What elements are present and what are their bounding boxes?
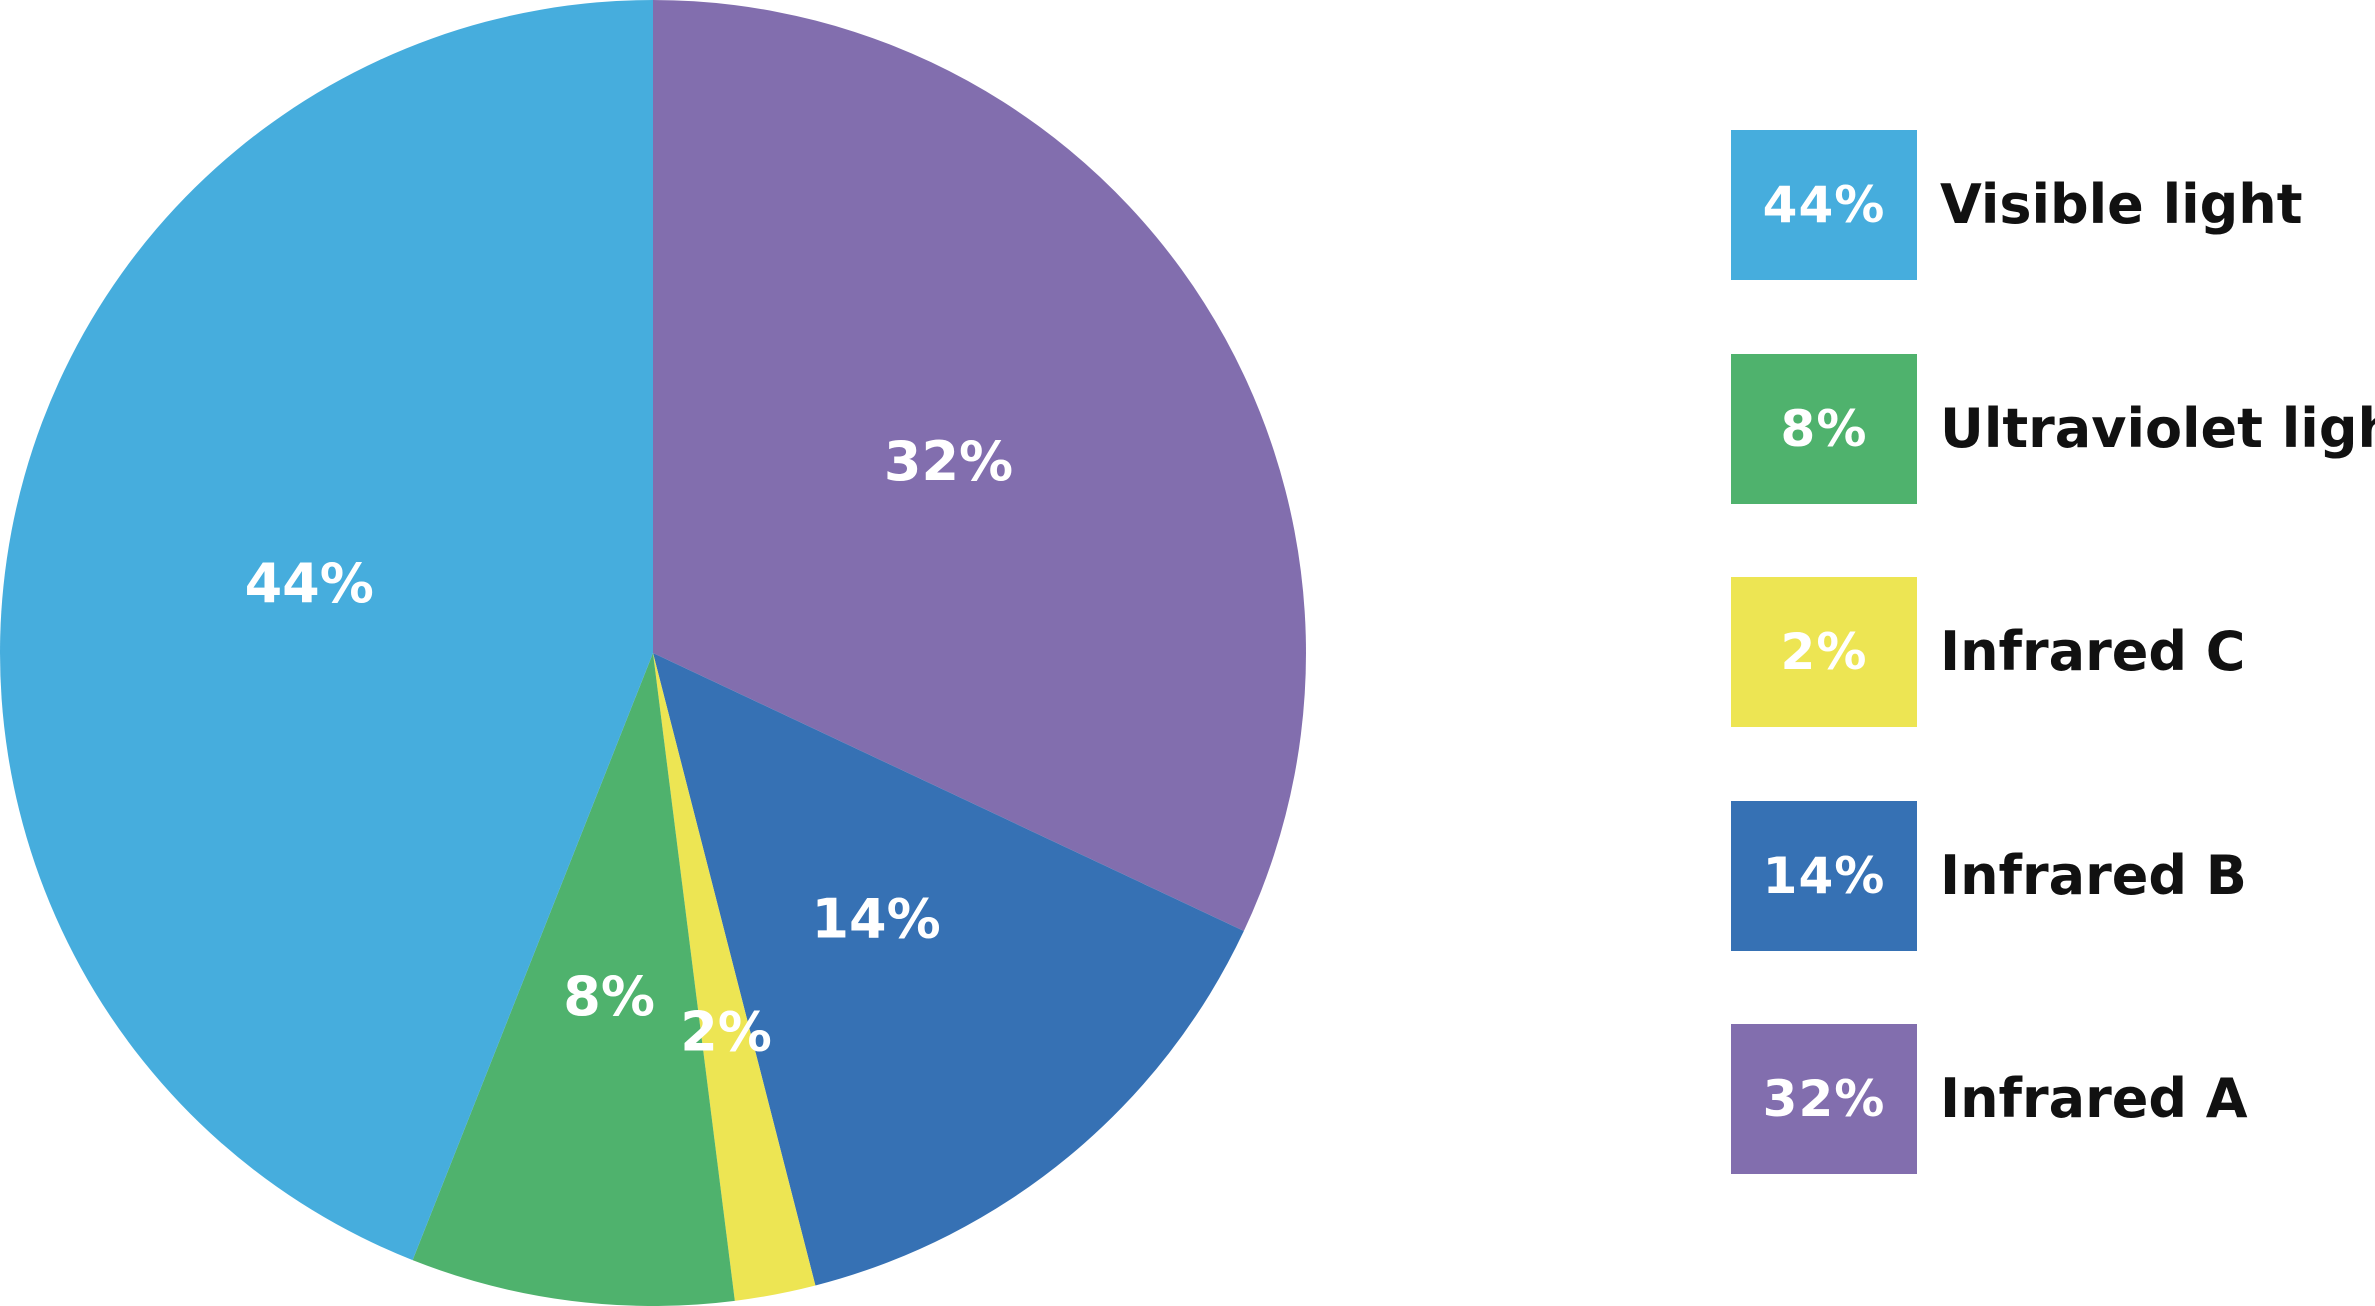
legend-item-infrared-c: 2% Infrared C	[1731, 577, 2371, 727]
legend-label: Infrared C	[1940, 620, 2246, 683]
legend-label: Infrared B	[1940, 844, 2247, 907]
pie-slice-ultraviolet-light	[412, 653, 735, 1306]
legend-swatch: 14%	[1731, 801, 1917, 951]
pie-slice-visible-light	[0, 0, 654, 1261]
legend-swatch: 2%	[1731, 577, 1917, 727]
legend-item-visible-light: 44% Visible light	[1731, 130, 2371, 280]
legend-swatch: 32%	[1731, 1024, 1917, 1174]
legend-item-ultraviolet-light: 8% Ultraviolet light	[1731, 354, 2375, 504]
legend-label: Infrared A	[1940, 1067, 2248, 1130]
pie-slice-label-infrared-c: 2%	[680, 1001, 772, 1064]
pie-chart-svg: 32% 14% 2% 8% 44%	[0, 0, 1306, 1306]
legend-swatch: 44%	[1731, 130, 1917, 280]
legend-label: Visible light	[1940, 173, 2303, 236]
pie-slice-label-visible-light: 44%	[245, 552, 374, 615]
pie-slice-label-infrared-a: 32%	[884, 430, 1013, 493]
legend-item-infrared-b: 14% Infrared B	[1731, 801, 2371, 951]
legend-item-infrared-a: 32% Infrared A	[1731, 1024, 2371, 1174]
pie-slice-label-infrared-b: 14%	[811, 887, 940, 950]
pie-slice-infrared-b	[653, 653, 1244, 1286]
pie-slice-infrared-a	[653, 0, 1306, 932]
legend-swatch: 8%	[1731, 354, 1917, 504]
pie-slice-label-ultraviolet-light: 8%	[563, 965, 655, 1028]
legend-label: Ultraviolet light	[1940, 397, 2375, 460]
pie-slice-infrared-c	[653, 653, 816, 1301]
